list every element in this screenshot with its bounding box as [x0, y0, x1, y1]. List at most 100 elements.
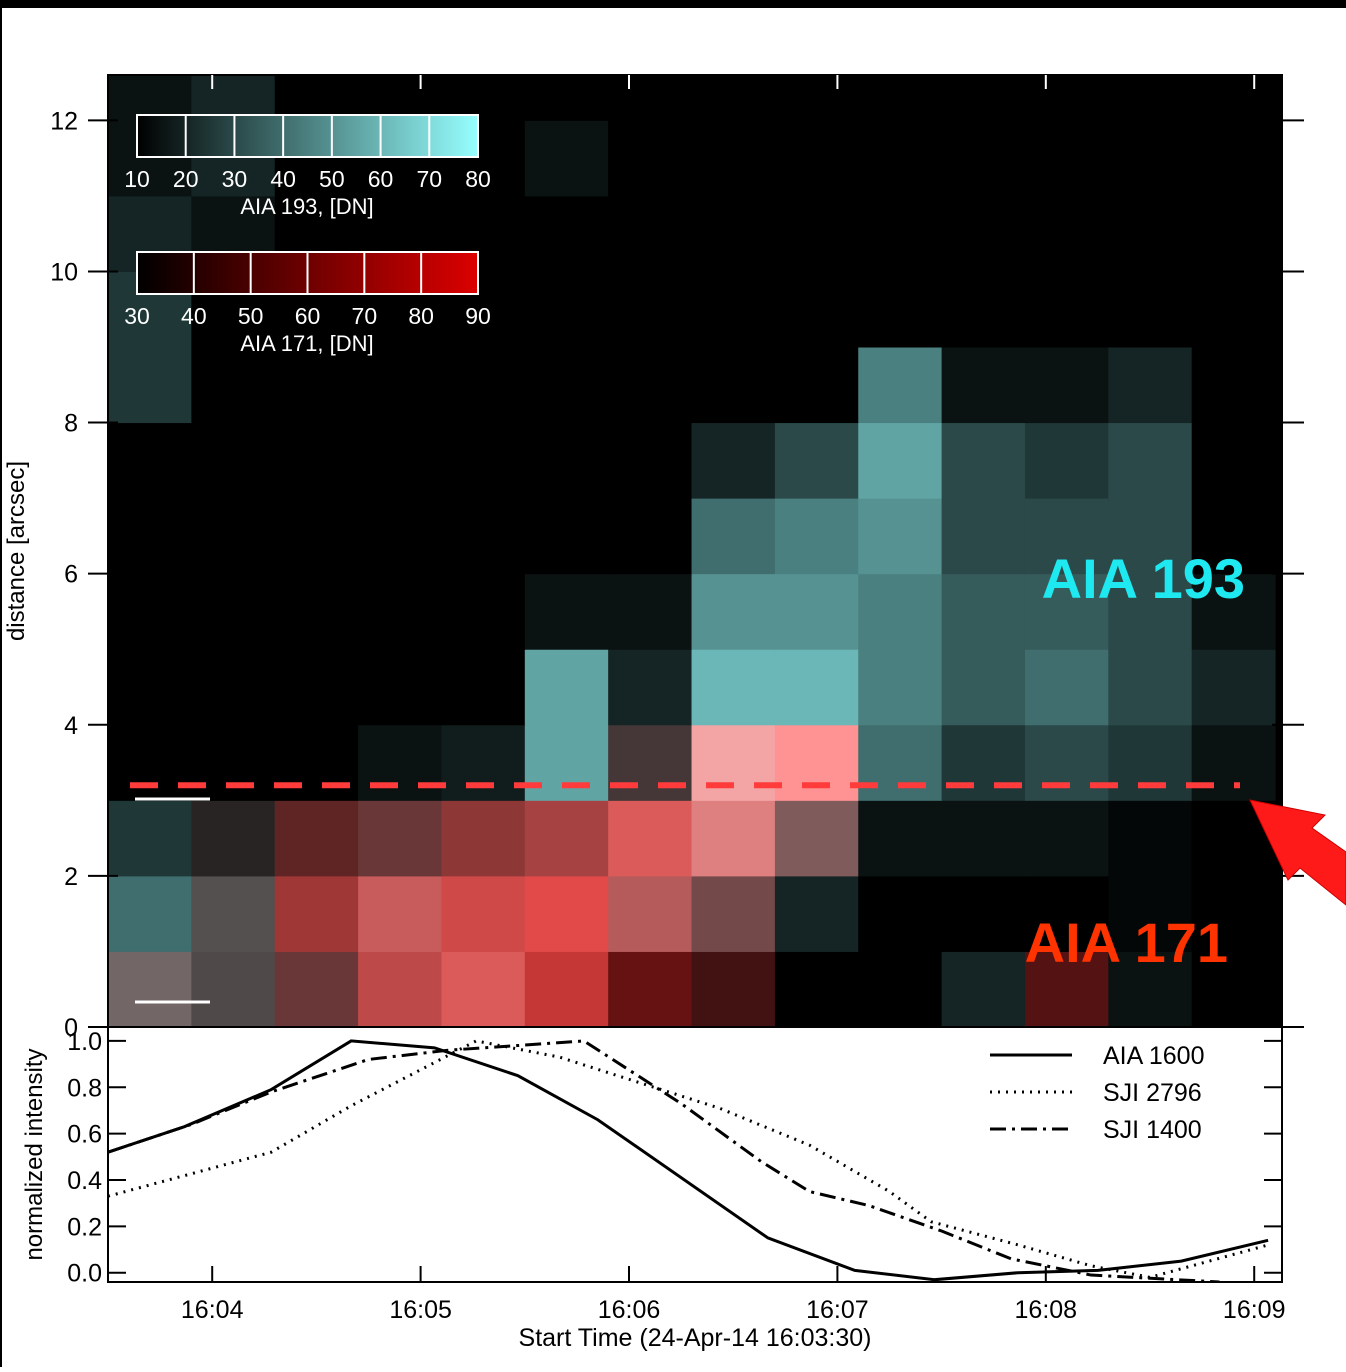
heatmap-cell — [691, 422, 776, 499]
heatmap-cell — [1191, 347, 1276, 424]
heatmap-cell — [941, 195, 1026, 272]
heatmap-cell — [441, 75, 526, 121]
heatmap-cell — [358, 498, 442, 575]
y-tick-label: 4 — [64, 712, 78, 740]
heatmap-cell — [1191, 422, 1276, 499]
heatmap-cell — [691, 498, 776, 575]
colorbar-label: AIA 193, [DN] — [240, 194, 373, 219]
heatmap-cell — [691, 573, 776, 650]
y-tick-label: 2 — [64, 863, 78, 891]
heatmap-cell — [1024, 75, 1109, 121]
top-panel: 0 2 4 6 8 10 12 distance [arcsec] 10 20 30 40 50 60 70… — [3, 74, 1304, 1042]
y-tick-label: 10 — [50, 258, 78, 286]
heatmap-cell — [524, 422, 609, 499]
heatmap-cell — [108, 800, 192, 877]
heatmap-cell — [774, 875, 859, 952]
heatmap-cell — [691, 875, 776, 952]
heatmap-cell — [358, 649, 442, 726]
heatmap-cell — [941, 649, 1026, 726]
heatmap-cell — [108, 422, 192, 499]
heatmap-cell — [941, 347, 1026, 424]
heatmap-cell — [691, 271, 776, 348]
colorbar-tick-label: 70 — [352, 303, 378, 329]
heatmap-cell — [441, 347, 526, 424]
heatmap-cell — [274, 875, 359, 952]
heatmap-cell — [1108, 271, 1193, 348]
heatmap-cell — [1108, 422, 1193, 499]
heatmap-cell — [858, 75, 943, 121]
heatmap-cell — [1191, 724, 1276, 801]
heatmap-cell — [191, 800, 276, 877]
heatmap-cell — [108, 875, 192, 952]
heatmap-cell — [524, 724, 609, 801]
heatmap-cell — [608, 347, 693, 424]
heatmap-cell — [1108, 875, 1193, 952]
heatmap-cell — [108, 498, 192, 575]
heatmap-cell — [191, 649, 276, 726]
colorbar-tick-label: 40 — [181, 303, 207, 329]
plot-lines — [108, 1039, 1269, 1282]
heatmap-cell — [1108, 75, 1193, 121]
heatmap-cell — [108, 951, 192, 1027]
heatmap-cell — [774, 649, 859, 726]
heatmap-cell — [524, 649, 609, 726]
y-tick-label: 0.4 — [67, 1167, 102, 1195]
heatmap-cell — [358, 347, 442, 424]
series-line — [108, 1039, 1269, 1279]
heatmap-cell — [108, 724, 192, 801]
heatmap-cell — [941, 800, 1026, 877]
heatmap-cell — [274, 800, 359, 877]
heatmap-cell — [858, 195, 943, 272]
heatmap-cell — [1108, 649, 1193, 726]
heatmap-cell — [858, 271, 943, 348]
heatmap-cell — [441, 573, 526, 650]
heatmap-cell — [858, 649, 943, 726]
heatmap-cell — [274, 498, 359, 575]
heatmap-cell — [608, 951, 693, 1027]
heatmap-cell — [1191, 271, 1276, 348]
heatmap-cell — [1024, 347, 1109, 424]
heatmap-cell — [358, 724, 442, 801]
heatmap-cell — [691, 951, 776, 1027]
y-tick-label: 0.0 — [67, 1260, 102, 1288]
heatmap-cell — [941, 951, 1026, 1027]
heatmap-cell — [1024, 422, 1109, 499]
y-tick-label: 0.2 — [67, 1213, 102, 1241]
colorbar-tick-label: 50 — [319, 166, 345, 192]
heatmap-cell — [441, 649, 526, 726]
y-tick-label: 0.8 — [67, 1074, 102, 1102]
heatmap-cell — [1108, 573, 1193, 650]
heatmap — [108, 75, 1276, 1027]
heatmap-cell — [1108, 347, 1193, 424]
heatmap-cell — [774, 195, 859, 272]
y-tick-label: 12 — [50, 107, 78, 135]
heatmap-cell — [524, 271, 609, 348]
heatmap-cell — [691, 120, 776, 197]
heatmap-cell — [524, 951, 609, 1027]
heatmap-cell — [274, 649, 359, 726]
heatmap-cell — [941, 120, 1026, 197]
heatmap-cell — [774, 120, 859, 197]
heatmap-cell — [941, 573, 1026, 650]
colorbar-tick-label: 60 — [295, 303, 321, 329]
colorbar-label: AIA 171, [DN] — [240, 331, 373, 356]
heatmap-cell — [524, 573, 609, 650]
heatmap-cell — [691, 75, 776, 121]
heatmap-cell — [1024, 120, 1109, 197]
heatmap-cell — [191, 724, 276, 801]
heatmap-cell — [1191, 951, 1276, 1027]
heatmap-cell — [858, 498, 943, 575]
heatmap-cell — [441, 498, 526, 575]
heatmap-cell — [1108, 498, 1193, 575]
heatmap-cell — [858, 724, 943, 801]
heatmap-cell — [108, 573, 192, 650]
heatmap-cell — [608, 75, 693, 121]
heatmap-cell — [108, 75, 192, 121]
series-line — [108, 1039, 1220, 1282]
heatmap-cell — [108, 347, 192, 424]
heatmap-cell — [524, 498, 609, 575]
heatmap-cell — [691, 347, 776, 424]
heatmap-cell — [358, 875, 442, 952]
heatmap-cell — [191, 875, 276, 952]
